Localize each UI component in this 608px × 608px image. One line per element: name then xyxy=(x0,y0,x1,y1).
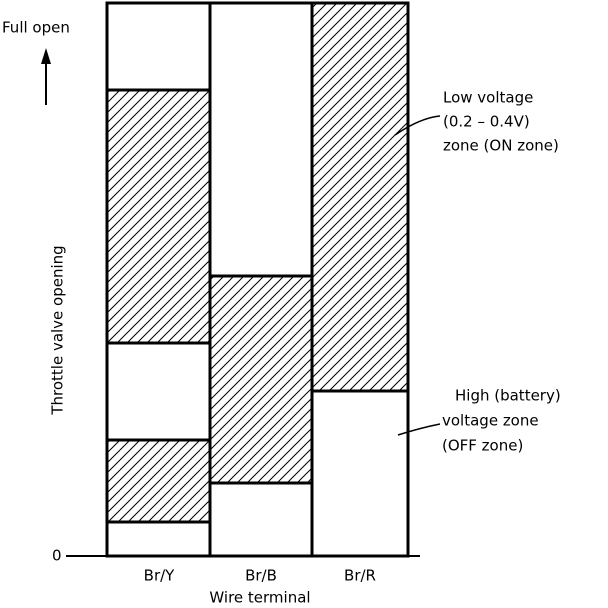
annotation-line: voltage zone xyxy=(442,412,539,430)
on-zone xyxy=(211,276,311,483)
leader-line xyxy=(397,423,441,436)
y-axis-label: Throttle valve opening xyxy=(49,245,67,415)
annotation-line: (OFF zone) xyxy=(442,437,523,455)
arrow-head xyxy=(41,48,51,64)
on-zone xyxy=(108,440,209,522)
category-label: Br/R xyxy=(344,567,376,585)
annotation-line: High (battery) xyxy=(455,387,561,405)
on-zone xyxy=(313,3,407,391)
x-axis-label: Wire terminal xyxy=(209,589,310,607)
annotation-line: Low voltage xyxy=(443,89,533,107)
zero-label: 0 xyxy=(52,547,62,565)
annotation-line: zone (ON zone) xyxy=(443,137,559,155)
category-label: Br/Y xyxy=(144,567,176,585)
annotation-line: (0.2 – 0.4V) xyxy=(443,113,530,131)
on-zone xyxy=(108,90,209,343)
leader-line xyxy=(394,115,441,136)
full-open-label: Full open xyxy=(2,19,70,37)
category-label: Br/B xyxy=(245,567,277,585)
